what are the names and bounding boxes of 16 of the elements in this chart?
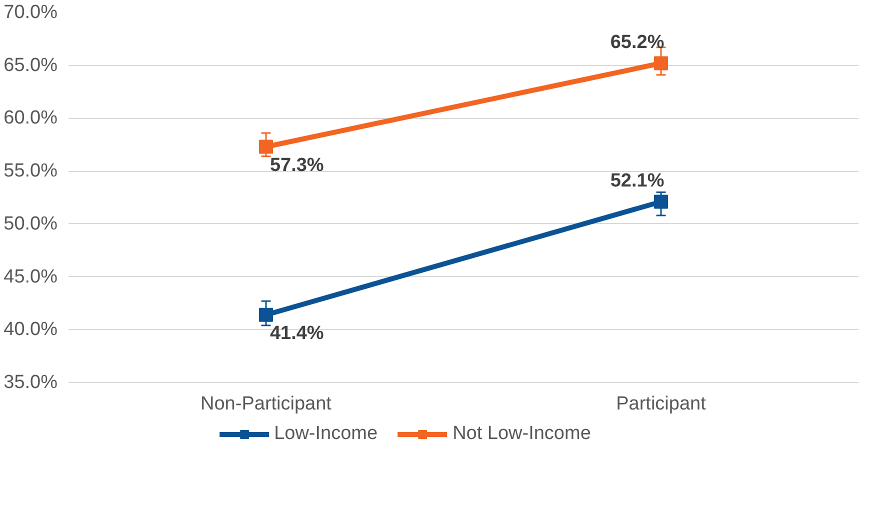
legend-label: Low-Income (274, 423, 378, 445)
y-tick-label: 45.0% (4, 266, 58, 288)
y-tick-label: 65.0% (4, 54, 58, 76)
y-tick-label: 70.0% (4, 2, 58, 23)
data-label: 57.3% (270, 154, 324, 176)
data-label: 65.2% (610, 32, 664, 54)
y-tick-label: 55.0% (4, 160, 58, 182)
legend-label: Not Low-Income (452, 423, 591, 445)
x-tick-label: Non-Participant (200, 394, 332, 414)
y-tick-label: 40.0% (4, 319, 58, 340)
data-label: 52.1% (610, 170, 664, 192)
y-tick-label: 60.0% (4, 108, 58, 129)
data-label: 41.4% (270, 322, 324, 344)
y-tick-label: 50.0% (4, 213, 58, 234)
x-tick-label: Participant (616, 394, 707, 414)
y-tick-label: 35.0% (4, 372, 58, 393)
